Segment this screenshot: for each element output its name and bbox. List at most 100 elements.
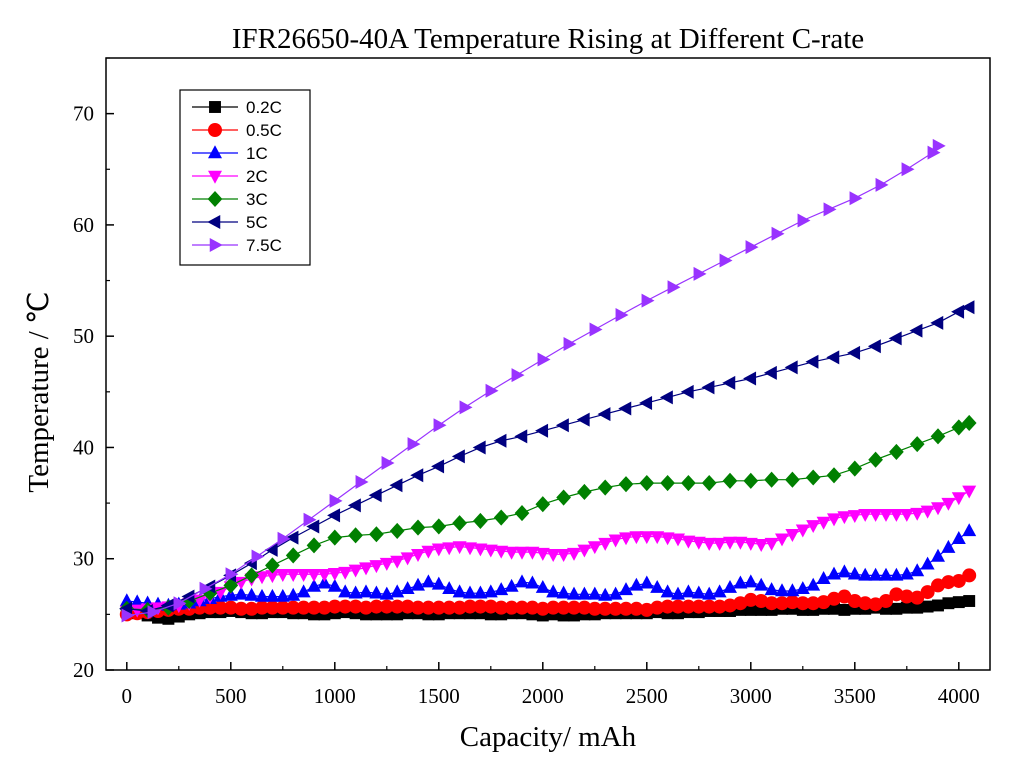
data-point bbox=[681, 599, 696, 614]
data-point bbox=[473, 599, 488, 614]
x-tick-label: 1000 bbox=[314, 684, 356, 708]
data-point bbox=[411, 549, 425, 562]
data-point bbox=[910, 563, 925, 577]
data-point bbox=[504, 600, 519, 615]
legend-label: 5C bbox=[246, 213, 268, 232]
data-point bbox=[587, 601, 602, 616]
x-tick-label: 2500 bbox=[626, 684, 668, 708]
data-point bbox=[511, 368, 525, 383]
x-axis-label: Capacity/ mAh bbox=[460, 721, 637, 753]
data-point bbox=[355, 474, 369, 489]
data-point bbox=[329, 493, 343, 508]
data-point bbox=[407, 437, 421, 452]
x-tick-label: 2000 bbox=[522, 684, 564, 708]
data-point bbox=[296, 584, 311, 598]
data-point bbox=[805, 354, 819, 369]
data-point bbox=[671, 599, 685, 614]
data-point bbox=[338, 566, 353, 580]
data-point bbox=[827, 591, 841, 606]
data-point bbox=[359, 584, 373, 598]
data-point bbox=[744, 603, 757, 616]
data-point bbox=[899, 566, 914, 580]
data-point bbox=[951, 573, 966, 588]
legend-label: 2C bbox=[246, 167, 268, 186]
data-point bbox=[370, 608, 383, 621]
plot-border bbox=[105, 57, 991, 671]
data-point bbox=[567, 547, 581, 561]
data-point bbox=[764, 596, 779, 611]
data-point bbox=[286, 569, 301, 583]
data-point bbox=[275, 600, 290, 615]
data-point bbox=[147, 605, 161, 620]
data-point bbox=[900, 601, 913, 614]
data-point bbox=[681, 584, 696, 598]
data-point bbox=[255, 571, 269, 585]
y-tick-label: 50 bbox=[73, 324, 94, 348]
data-point bbox=[827, 513, 841, 527]
data-point bbox=[608, 586, 623, 600]
data-point bbox=[264, 542, 278, 557]
data-point bbox=[932, 138, 946, 153]
data-point bbox=[888, 331, 902, 346]
data-point bbox=[660, 584, 675, 598]
data-point bbox=[785, 583, 800, 597]
plot-frame bbox=[105, 57, 991, 671]
data-point bbox=[421, 545, 436, 559]
data-point bbox=[306, 537, 322, 554]
data-point bbox=[234, 586, 249, 600]
data-point bbox=[823, 202, 837, 217]
data-point bbox=[847, 594, 862, 609]
data-point bbox=[347, 498, 361, 513]
data-point bbox=[889, 567, 904, 581]
chart-title: IFR26650-40A Temperature Rising at Diffe… bbox=[232, 23, 864, 55]
data-point bbox=[209, 238, 223, 252]
data-point bbox=[577, 600, 592, 615]
data-point bbox=[639, 531, 654, 545]
legend-box bbox=[179, 89, 311, 266]
data-point bbox=[723, 598, 737, 613]
x-axis: 0 500 1000 1500 2000 2500 3000 3500 4000 bbox=[122, 662, 980, 708]
data-point bbox=[327, 567, 342, 581]
data-point bbox=[431, 576, 446, 590]
data-point bbox=[702, 586, 717, 600]
data-point bbox=[307, 578, 321, 592]
legend-label: 3C bbox=[246, 190, 268, 209]
data-point bbox=[380, 608, 393, 621]
data-point bbox=[691, 599, 706, 614]
data-point bbox=[525, 575, 540, 589]
data-point bbox=[797, 213, 811, 228]
data-point bbox=[286, 587, 301, 601]
data-point bbox=[442, 542, 457, 556]
data-point bbox=[764, 537, 779, 551]
data-point bbox=[712, 537, 727, 551]
data-point bbox=[317, 600, 332, 615]
data-point bbox=[525, 600, 540, 615]
data-point bbox=[275, 588, 290, 602]
data-point bbox=[763, 365, 777, 380]
data-point bbox=[317, 569, 332, 583]
data-point bbox=[557, 609, 570, 622]
data-point bbox=[745, 240, 759, 255]
data-point bbox=[391, 608, 404, 621]
data-point bbox=[567, 600, 581, 615]
data-point bbox=[556, 549, 571, 562]
legend-item: 1C bbox=[192, 144, 268, 163]
data-point bbox=[868, 508, 883, 522]
data-point bbox=[880, 602, 892, 615]
data-point bbox=[535, 547, 550, 561]
data-point bbox=[650, 600, 665, 615]
data-point bbox=[702, 537, 717, 551]
data-point bbox=[265, 588, 280, 602]
data-point bbox=[209, 101, 221, 113]
legend-item: 5C bbox=[192, 213, 268, 232]
data-point bbox=[504, 578, 519, 592]
data-point bbox=[951, 492, 966, 506]
data-point bbox=[899, 589, 914, 604]
data-point bbox=[484, 608, 497, 621]
data-point bbox=[119, 601, 133, 616]
data-point bbox=[208, 170, 222, 184]
data-point bbox=[537, 352, 551, 367]
data-point bbox=[327, 508, 341, 523]
data-point bbox=[733, 575, 748, 589]
y-tick-label: 20 bbox=[73, 658, 94, 682]
